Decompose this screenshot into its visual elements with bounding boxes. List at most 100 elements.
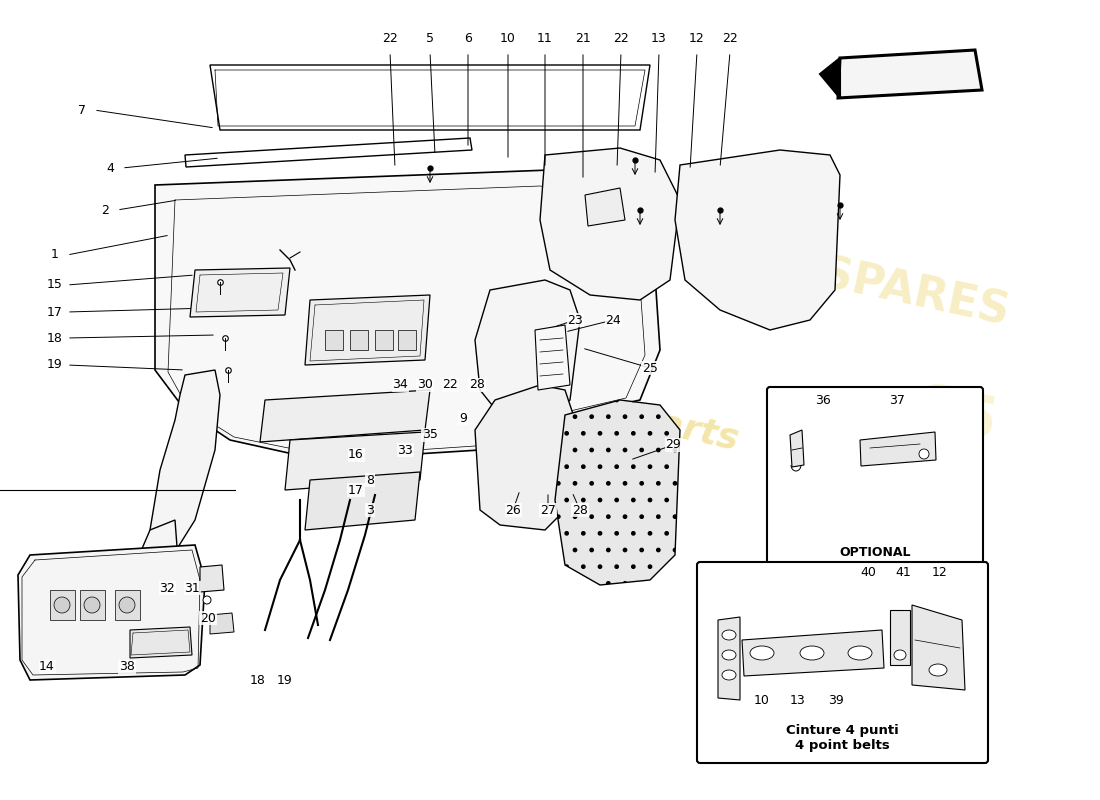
Text: 17: 17 <box>348 483 364 497</box>
Polygon shape <box>210 613 234 634</box>
Text: 8: 8 <box>366 474 374 486</box>
Polygon shape <box>820 58 840 98</box>
Circle shape <box>84 597 100 613</box>
Polygon shape <box>475 385 575 530</box>
Polygon shape <box>80 590 104 620</box>
Text: 18: 18 <box>250 674 266 686</box>
Text: 12: 12 <box>689 31 705 45</box>
Text: 37: 37 <box>889 394 905 406</box>
Polygon shape <box>50 590 75 620</box>
Polygon shape <box>200 565 224 592</box>
Text: 22: 22 <box>613 31 629 45</box>
Text: 26: 26 <box>505 503 521 517</box>
Circle shape <box>918 449 930 459</box>
Circle shape <box>54 597 70 613</box>
Text: 23: 23 <box>568 314 583 326</box>
Text: 34: 34 <box>392 378 408 391</box>
Ellipse shape <box>722 630 736 640</box>
Text: 10: 10 <box>755 694 770 706</box>
Text: 13: 13 <box>651 31 667 45</box>
Polygon shape <box>190 268 290 317</box>
Polygon shape <box>285 432 425 490</box>
Polygon shape <box>305 295 430 365</box>
Polygon shape <box>210 65 650 130</box>
Text: 30: 30 <box>417 378 433 391</box>
Text: 35: 35 <box>422 429 438 442</box>
Text: 17: 17 <box>47 306 63 318</box>
Text: 5: 5 <box>426 31 434 45</box>
Text: 36: 36 <box>815 394 830 406</box>
Polygon shape <box>585 188 625 226</box>
Polygon shape <box>155 170 660 460</box>
Text: 27: 27 <box>540 503 556 517</box>
Polygon shape <box>890 610 910 665</box>
Text: 11: 11 <box>537 31 553 45</box>
Ellipse shape <box>750 646 774 660</box>
Text: 24: 24 <box>605 314 620 326</box>
Text: 28: 28 <box>469 378 485 391</box>
Polygon shape <box>18 545 205 680</box>
Text: 6: 6 <box>464 31 472 45</box>
Ellipse shape <box>894 650 906 660</box>
Polygon shape <box>130 627 192 658</box>
Text: 25: 25 <box>642 362 658 374</box>
Polygon shape <box>305 472 420 530</box>
Polygon shape <box>398 330 416 350</box>
Text: 38: 38 <box>119 661 135 674</box>
Text: 41: 41 <box>895 566 911 578</box>
Text: 16: 16 <box>348 449 364 462</box>
Text: 1: 1 <box>51 249 59 262</box>
Polygon shape <box>185 138 472 167</box>
Text: Cinture 4 punti
4 point belts: Cinture 4 punti 4 point belts <box>786 724 899 752</box>
Text: 7: 7 <box>78 103 86 117</box>
Text: 33: 33 <box>397 443 412 457</box>
Polygon shape <box>475 280 580 420</box>
Text: 28: 28 <box>572 503 587 517</box>
Ellipse shape <box>848 646 872 660</box>
Ellipse shape <box>722 650 736 660</box>
Circle shape <box>204 596 211 604</box>
FancyBboxPatch shape <box>767 387 983 568</box>
Polygon shape <box>350 330 368 350</box>
Text: 29: 29 <box>666 438 681 451</box>
Circle shape <box>119 597 135 613</box>
Text: 20: 20 <box>200 611 216 625</box>
Polygon shape <box>260 390 430 442</box>
Text: 14: 14 <box>40 661 55 674</box>
Ellipse shape <box>800 646 824 660</box>
Polygon shape <box>535 325 570 390</box>
Text: 18: 18 <box>47 331 63 345</box>
Text: 32: 32 <box>160 582 175 594</box>
Text: 21: 21 <box>575 31 591 45</box>
Ellipse shape <box>930 664 947 676</box>
Text: 19: 19 <box>277 674 293 686</box>
Polygon shape <box>790 430 804 467</box>
Text: OPTIONAL: OPTIONAL <box>839 546 911 559</box>
Text: 3: 3 <box>366 503 374 517</box>
Polygon shape <box>675 150 840 330</box>
Polygon shape <box>324 330 343 350</box>
Polygon shape <box>860 432 936 466</box>
Polygon shape <box>718 617 740 700</box>
Text: 19: 19 <box>47 358 63 371</box>
Text: 40: 40 <box>860 566 876 578</box>
Text: 12: 12 <box>932 566 948 578</box>
Text: 2: 2 <box>101 203 109 217</box>
Polygon shape <box>742 630 884 676</box>
Polygon shape <box>116 590 140 620</box>
Polygon shape <box>375 330 393 350</box>
Text: 22: 22 <box>382 31 398 45</box>
Polygon shape <box>125 520 178 620</box>
Text: 22: 22 <box>442 378 458 391</box>
Text: 15: 15 <box>47 278 63 291</box>
Polygon shape <box>150 370 220 560</box>
Polygon shape <box>838 50 982 98</box>
Text: 31: 31 <box>184 582 200 594</box>
Text: 9: 9 <box>459 411 466 425</box>
Ellipse shape <box>722 670 736 680</box>
Text: 39: 39 <box>828 694 844 706</box>
Text: 22: 22 <box>722 31 738 45</box>
Text: a passion for parts: a passion for parts <box>359 343 741 457</box>
Text: 4: 4 <box>106 162 114 174</box>
Text: EUROSPARES: EUROSPARES <box>681 225 1013 335</box>
